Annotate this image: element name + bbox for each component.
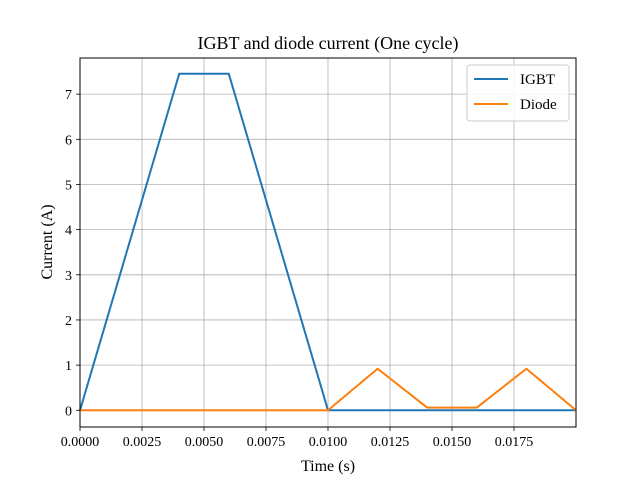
y-tick-label: 6 [65, 133, 72, 148]
x-tick-label: 0.0050 [185, 435, 224, 450]
x-tick-label: 0.0125 [371, 435, 410, 450]
legend-label-igbt: IGBT [520, 72, 555, 88]
x-tick-label: 0.0075 [247, 435, 286, 450]
y-tick-label: 1 [65, 359, 72, 374]
series-line-igbt [79, 72, 576, 412]
y-tick-label: 3 [65, 269, 72, 284]
x-tick-label: 0.0150 [433, 435, 472, 450]
series-line-diode [80, 367, 577, 412]
x-axis-label: Time (s) [301, 458, 355, 475]
y-axis-label: Current (A) [39, 204, 56, 279]
y-axis-ticks: 0 1 2 3 4 5 6 7 [65, 88, 80, 419]
y-tick-label: 5 [65, 178, 72, 193]
chart-title: IGBT and diode current (One cycle) [197, 33, 458, 54]
series-layer [79, 72, 577, 412]
y-tick-label: 4 [65, 224, 72, 239]
y-tick-label: 0 [65, 404, 72, 419]
x-tick-label: 0.0175 [495, 435, 534, 450]
x-tick-label: 0.0100 [309, 435, 348, 450]
legend-label-diode: Diode [520, 97, 557, 113]
x-tick-label: 0.0025 [123, 435, 162, 450]
x-axis-ticks: 0.0000 0.0025 0.0050 0.0075 0.0100 0.0125 0.01… [61, 427, 534, 450]
legend: IGBT Diode [466, 64, 570, 122]
grid [79, 58, 576, 427]
y-tick-label: 7 [65, 88, 72, 103]
y-tick-label: 2 [65, 314, 72, 329]
x-tick-label: 0.0000 [61, 435, 100, 450]
